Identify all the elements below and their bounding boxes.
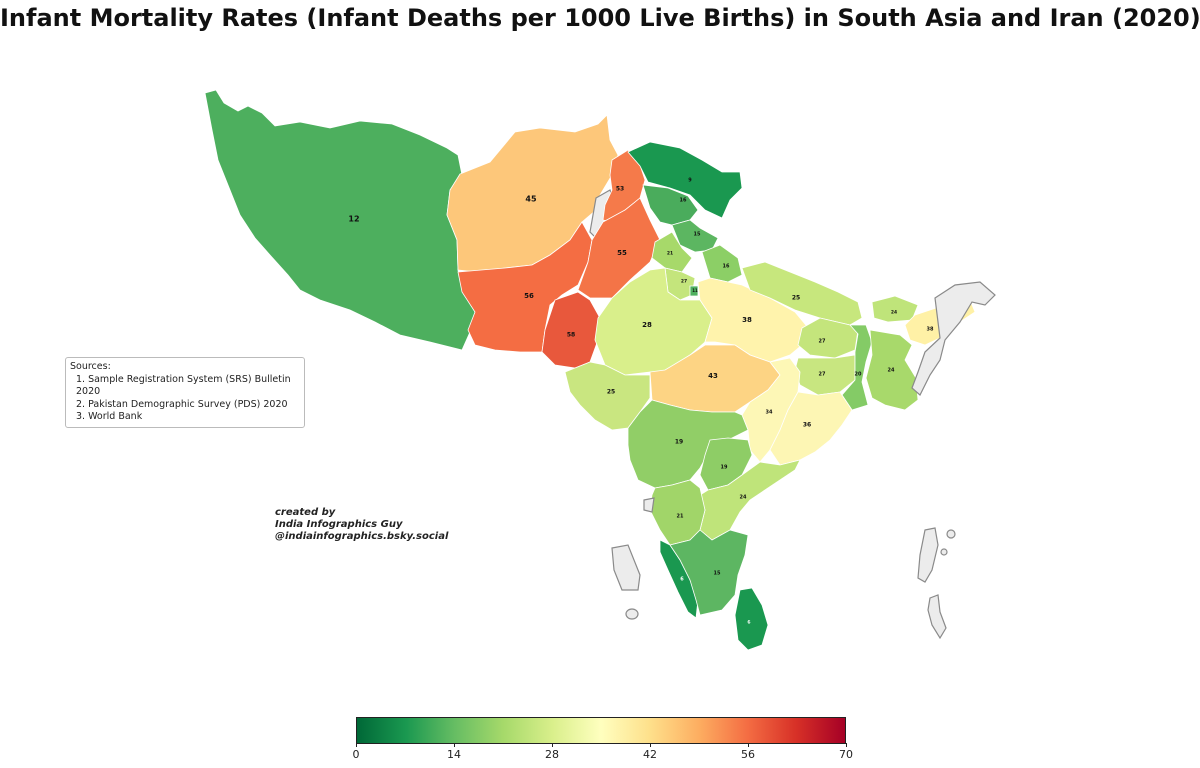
sources-heading: Sources:: [70, 361, 111, 372]
credit-text: created by India Infographics Guy @india…: [275, 507, 448, 543]
label-uttarakhand: 16: [723, 264, 730, 270]
label-assam: 38: [927, 327, 934, 333]
label-chhattisgarh: 34: [766, 410, 773, 416]
label-gujarat: 25: [607, 389, 615, 396]
credit-line-2: India Infographics Guy: [275, 519, 403, 530]
region-lakshadweep-nodata: [611, 544, 641, 591]
label-madhya-pradesh: 43: [708, 372, 718, 380]
label-jharkhand: 27: [819, 372, 826, 378]
label-delhi: 11: [692, 288, 698, 293]
region-iran: [204, 89, 476, 351]
label-karnataka: 21: [677, 514, 684, 520]
colorbar-tick-label: 14: [447, 748, 461, 761]
colorbar-tick-mark: [356, 743, 357, 747]
label-bangladesh: 24: [888, 368, 895, 374]
label-tamil-nadu: 15: [714, 571, 721, 577]
region-goa-nodata: [643, 497, 655, 513]
label-odisha: 36: [803, 422, 811, 429]
label-balochistan: 56: [524, 292, 534, 300]
source-item-2: 2. Pakistan Demographic Survey (PDS) 202…: [76, 398, 288, 410]
label-bhutan: 24: [891, 310, 897, 316]
colorbar-tick-label: 28: [545, 748, 559, 761]
sources-legend: Sources: 1. Sample Registration System (…: [65, 357, 305, 428]
region-andaman-nodata: [917, 527, 939, 583]
colorbar-tick-mark: [650, 743, 651, 747]
region-northeast-nodata: [911, 281, 996, 396]
colorbar: [356, 717, 846, 744]
credit-line-3: @indiainfographics.bsky.social: [275, 531, 449, 542]
label-west-bengal: 20: [855, 372, 862, 378]
region-ladakh: [627, 141, 743, 219]
credit-line-1: created by: [275, 507, 336, 518]
colorbar-tick-label: 56: [741, 748, 755, 761]
island-small-3: [940, 548, 948, 556]
region-tamil-nadu: [669, 529, 749, 616]
label-jammu-kashmir: 16: [680, 198, 687, 204]
colorbar-tick-mark: [454, 743, 455, 747]
region-uttar-pradesh: [697, 277, 811, 363]
island-small-2: [946, 529, 956, 539]
label-afghanistan: 45: [525, 195, 537, 204]
region-odisha: [769, 391, 853, 466]
label-maharashtra: 19: [675, 439, 683, 446]
source-item-1: 1. Sample Registration System (SRS) Bull…: [76, 373, 291, 398]
source-item-3: 3. World Bank: [76, 411, 143, 422]
island-small-1: [625, 608, 639, 620]
colorbar-tick-mark: [552, 743, 553, 747]
label-andhra-pradesh: 24: [740, 495, 747, 501]
colorbar-tick-label: 70: [839, 748, 853, 761]
label-sindh: 58: [567, 332, 575, 339]
colorbar-tick-label: 42: [643, 748, 657, 761]
label-punjab-india: 21: [667, 251, 673, 257]
region-himachal-pradesh: [671, 219, 719, 253]
colorbar-tick-mark: [748, 743, 749, 747]
label-telangana: 19: [721, 465, 728, 471]
map-title: Infant Mortality Rates (Infant Deaths pe…: [0, 4, 1200, 32]
region-bhutan: [871, 295, 919, 323]
label-himachal-pradesh: 15: [694, 232, 701, 238]
label-uttar-pradesh: 38: [742, 316, 752, 324]
label-bihar: 27: [819, 339, 826, 345]
region-sri-lanka: [734, 587, 769, 651]
region-delhi: [689, 285, 699, 297]
colorbar-tick-mark: [846, 743, 847, 747]
region-punjab-india: [651, 231, 693, 273]
label-nepal: 25: [792, 295, 800, 302]
label-rajasthan: 28: [642, 321, 652, 329]
label-iran: 12: [348, 215, 359, 224]
label-haryana: 27: [681, 279, 687, 285]
label-sri-lanka: 6: [747, 620, 750, 626]
region-bangladesh: [865, 329, 919, 411]
region-nicobar-nodata: [927, 594, 947, 640]
colorbar-tick-label: 0: [352, 748, 360, 761]
region-nepal: [741, 261, 863, 326]
label-punjab-pakistan: 55: [617, 249, 627, 257]
label-kerala: 6: [680, 577, 684, 583]
label-khyber-pakhtunkhwa: 53: [616, 186, 624, 193]
label-ladakh: 9: [688, 178, 692, 184]
region-punjab-pakistan: [577, 197, 661, 299]
